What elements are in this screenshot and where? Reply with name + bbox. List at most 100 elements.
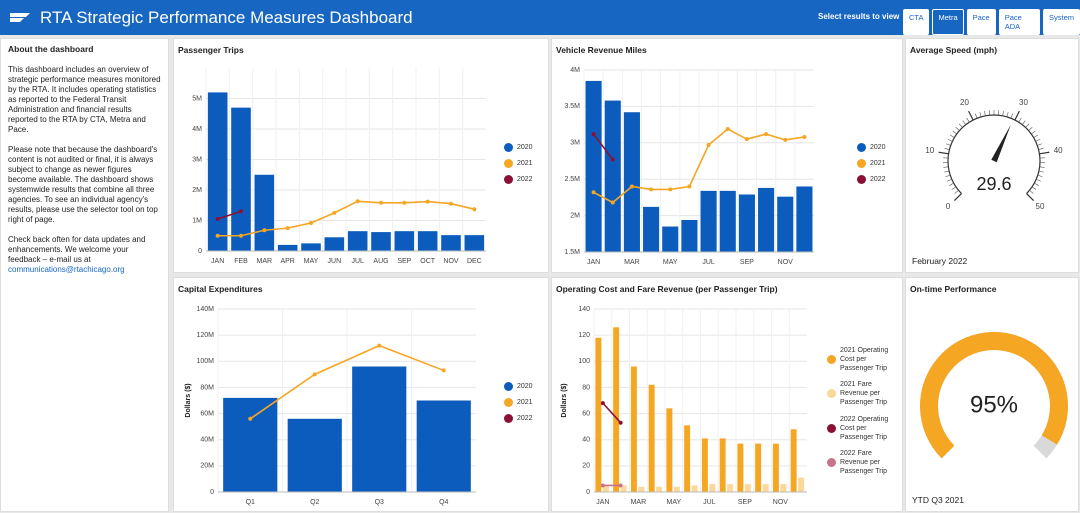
bar	[254, 174, 275, 251]
agency-button[interactable]: System	[1042, 9, 1080, 35]
x-tick-label: NOV	[778, 259, 794, 266]
bar	[681, 219, 698, 252]
minor-tick	[966, 117, 970, 123]
legend-swatch	[504, 398, 513, 408]
x-tick-label: NOV	[443, 258, 459, 265]
minor-tick	[1037, 174, 1043, 178]
bar	[394, 231, 415, 251]
bar	[595, 337, 602, 492]
bar	[585, 80, 602, 252]
x-tick-label: Q2	[310, 499, 319, 506]
agency-button[interactable]: Pace ADA	[998, 9, 1040, 35]
point	[402, 200, 407, 205]
minor-tick	[1018, 117, 1022, 123]
bar	[758, 187, 775, 252]
legend: 2020 2021 2022	[857, 143, 919, 191]
legend-swatch	[504, 159, 513, 169]
major-tick	[968, 110, 974, 121]
bar	[604, 100, 621, 252]
minor-tick	[944, 148, 950, 150]
agency-button[interactable]: Pace	[966, 9, 996, 35]
legend-item: 2022	[857, 175, 919, 185]
line	[602, 402, 622, 424]
about-paragraph: Please note that because the dashboard's…	[8, 144, 158, 224]
legend-label: 2020	[517, 383, 533, 390]
y-tick-label: 4M	[192, 126, 202, 133]
legend-swatch	[827, 423, 836, 433]
bar	[691, 485, 698, 492]
bar	[613, 327, 620, 492]
x-tick-label: JUL	[351, 258, 364, 265]
header-title: RTA Strategic Performance Measures Dashb…	[40, 8, 413, 27]
y-tick-label: 60	[582, 410, 590, 417]
y-tick-label: 0	[198, 248, 202, 255]
chart-title: Capital Expenditures	[178, 284, 263, 294]
x-tick-label: AUG	[373, 258, 388, 265]
point	[472, 207, 477, 212]
minor-tick	[1038, 148, 1044, 150]
chart-panel: Capital Expenditures 0 20M 40M 60M 80M 100M 120…	[173, 277, 549, 512]
y-tick-label: 3.5M	[564, 103, 580, 110]
minor-tick	[943, 166, 949, 168]
bar	[796, 186, 813, 252]
agency-button[interactable]: CTA	[903, 9, 930, 35]
x-tick-label: SEP	[397, 258, 411, 265]
bar	[719, 438, 726, 492]
chart: 0 10 20 30 40 50 29.6	[925, 98, 1063, 211]
y-tick-label: 60M	[200, 410, 214, 417]
legend-label: 2021	[517, 160, 533, 168]
point	[618, 420, 623, 425]
legend-swatch	[504, 414, 513, 424]
point	[591, 190, 596, 195]
bar	[441, 235, 461, 251]
minor-tick	[1038, 170, 1044, 173]
email-link[interactable]: communications@rtachicago.org	[8, 264, 125, 274]
chart: 1.5M 2M 2.5M 3M 3.5M 4M JAN MAR MAY JUL SEP NOV	[564, 67, 814, 266]
minor-tick	[962, 120, 967, 125]
line	[592, 133, 614, 161]
legend-item: 2020	[504, 143, 566, 153]
bar	[755, 443, 762, 492]
bar	[324, 237, 345, 251]
legend-item: 2021	[504, 159, 566, 169]
x-tick-label: OCT	[420, 258, 436, 265]
point	[591, 132, 596, 137]
agency-button[interactable]: Metra	[932, 9, 964, 35]
legend-swatch	[857, 175, 866, 185]
point	[239, 209, 243, 214]
minor-tick	[984, 110, 986, 116]
about-text: This dashboard includes an overview of s…	[8, 65, 161, 275]
x-tick-label: JUL	[702, 259, 715, 266]
minor-tick	[974, 113, 978, 119]
point	[618, 483, 623, 488]
gauge-arc	[947, 114, 1041, 194]
line	[217, 210, 242, 220]
y-tick-label: 100	[578, 358, 590, 365]
legend-item: 2021	[857, 159, 919, 169]
chart-title: On-time Performance	[910, 284, 997, 294]
minor-tick	[949, 134, 955, 138]
point	[610, 200, 615, 205]
bar	[620, 485, 627, 492]
chart-panel: Operating Cost and Fare Revenue (per Pas…	[551, 277, 903, 512]
chart-title: Passenger Trips	[178, 45, 244, 55]
bar	[656, 486, 663, 492]
bar	[416, 400, 471, 492]
minor-tick	[945, 143, 951, 146]
arc-value	[920, 332, 1068, 459]
chart: 0 20M 40M 60M 80M 100M 120M 140M Dollars ($) Q1 Q2…	[185, 306, 476, 506]
minor-tick	[944, 170, 950, 173]
bar	[737, 443, 744, 492]
bar	[662, 226, 679, 252]
minor-tick	[945, 174, 951, 178]
minor-tick	[947, 178, 952, 182]
x-tick-label: JUL	[703, 499, 716, 506]
needle	[991, 124, 1011, 163]
bar	[673, 486, 680, 492]
x-tick-label: Q1	[246, 499, 255, 506]
bar	[719, 190, 736, 252]
y-tick-label: 80	[582, 384, 590, 391]
legend-swatch	[504, 143, 513, 153]
chart: 0 20 40 60 80 100 120 140 Dollars ($) JAN MAR MAY JU…	[561, 306, 807, 506]
minor-tick	[951, 186, 957, 190]
